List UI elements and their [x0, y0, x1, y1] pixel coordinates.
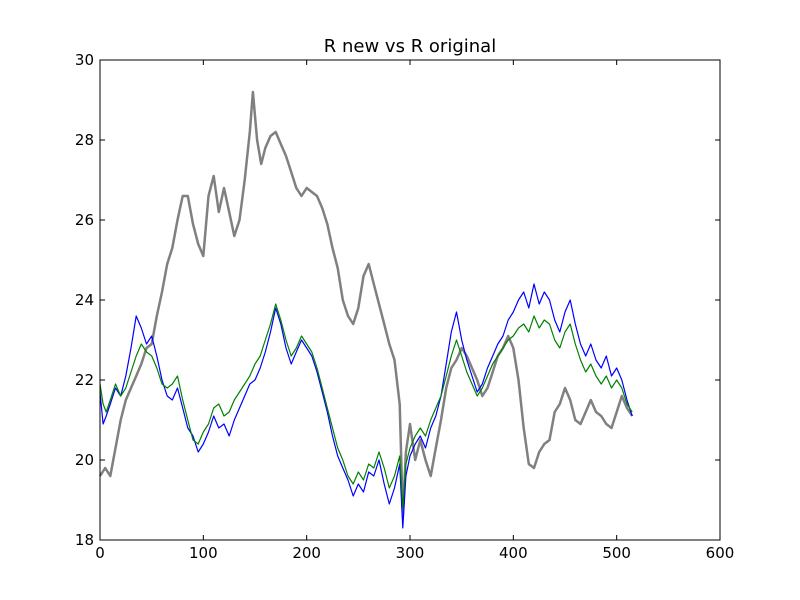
- x-tick-label: 0: [95, 544, 105, 562]
- y-tick-label: 18: [75, 531, 94, 549]
- x-tick-label: 100: [189, 544, 218, 562]
- x-tick-label: 500: [602, 544, 631, 562]
- series-layer: [98, 90, 634, 529]
- x-tick-label: 600: [706, 544, 735, 562]
- series-line-3: [99, 303, 633, 509]
- plot-area-frame: [99, 59, 721, 541]
- x-tick-label: 400: [499, 544, 528, 562]
- y-tick-label: 20: [75, 451, 94, 469]
- y-tick-label: 22: [75, 371, 94, 389]
- x-tick-label: 300: [396, 544, 425, 562]
- y-tick-label: 28: [75, 131, 94, 149]
- y-tick-label: 26: [75, 211, 94, 229]
- tick-layer: 0 100 200 300 400 500 600 18 20 22 24 26 28 30: [75, 51, 734, 562]
- series-line-1: [98, 90, 634, 518]
- series-line-2: [99, 283, 633, 529]
- y-tick-label: 30: [75, 51, 94, 69]
- chart-title: R new vs R original: [324, 36, 496, 57]
- x-tick-label: 200: [292, 544, 321, 562]
- y-tick-label: 24: [75, 291, 94, 309]
